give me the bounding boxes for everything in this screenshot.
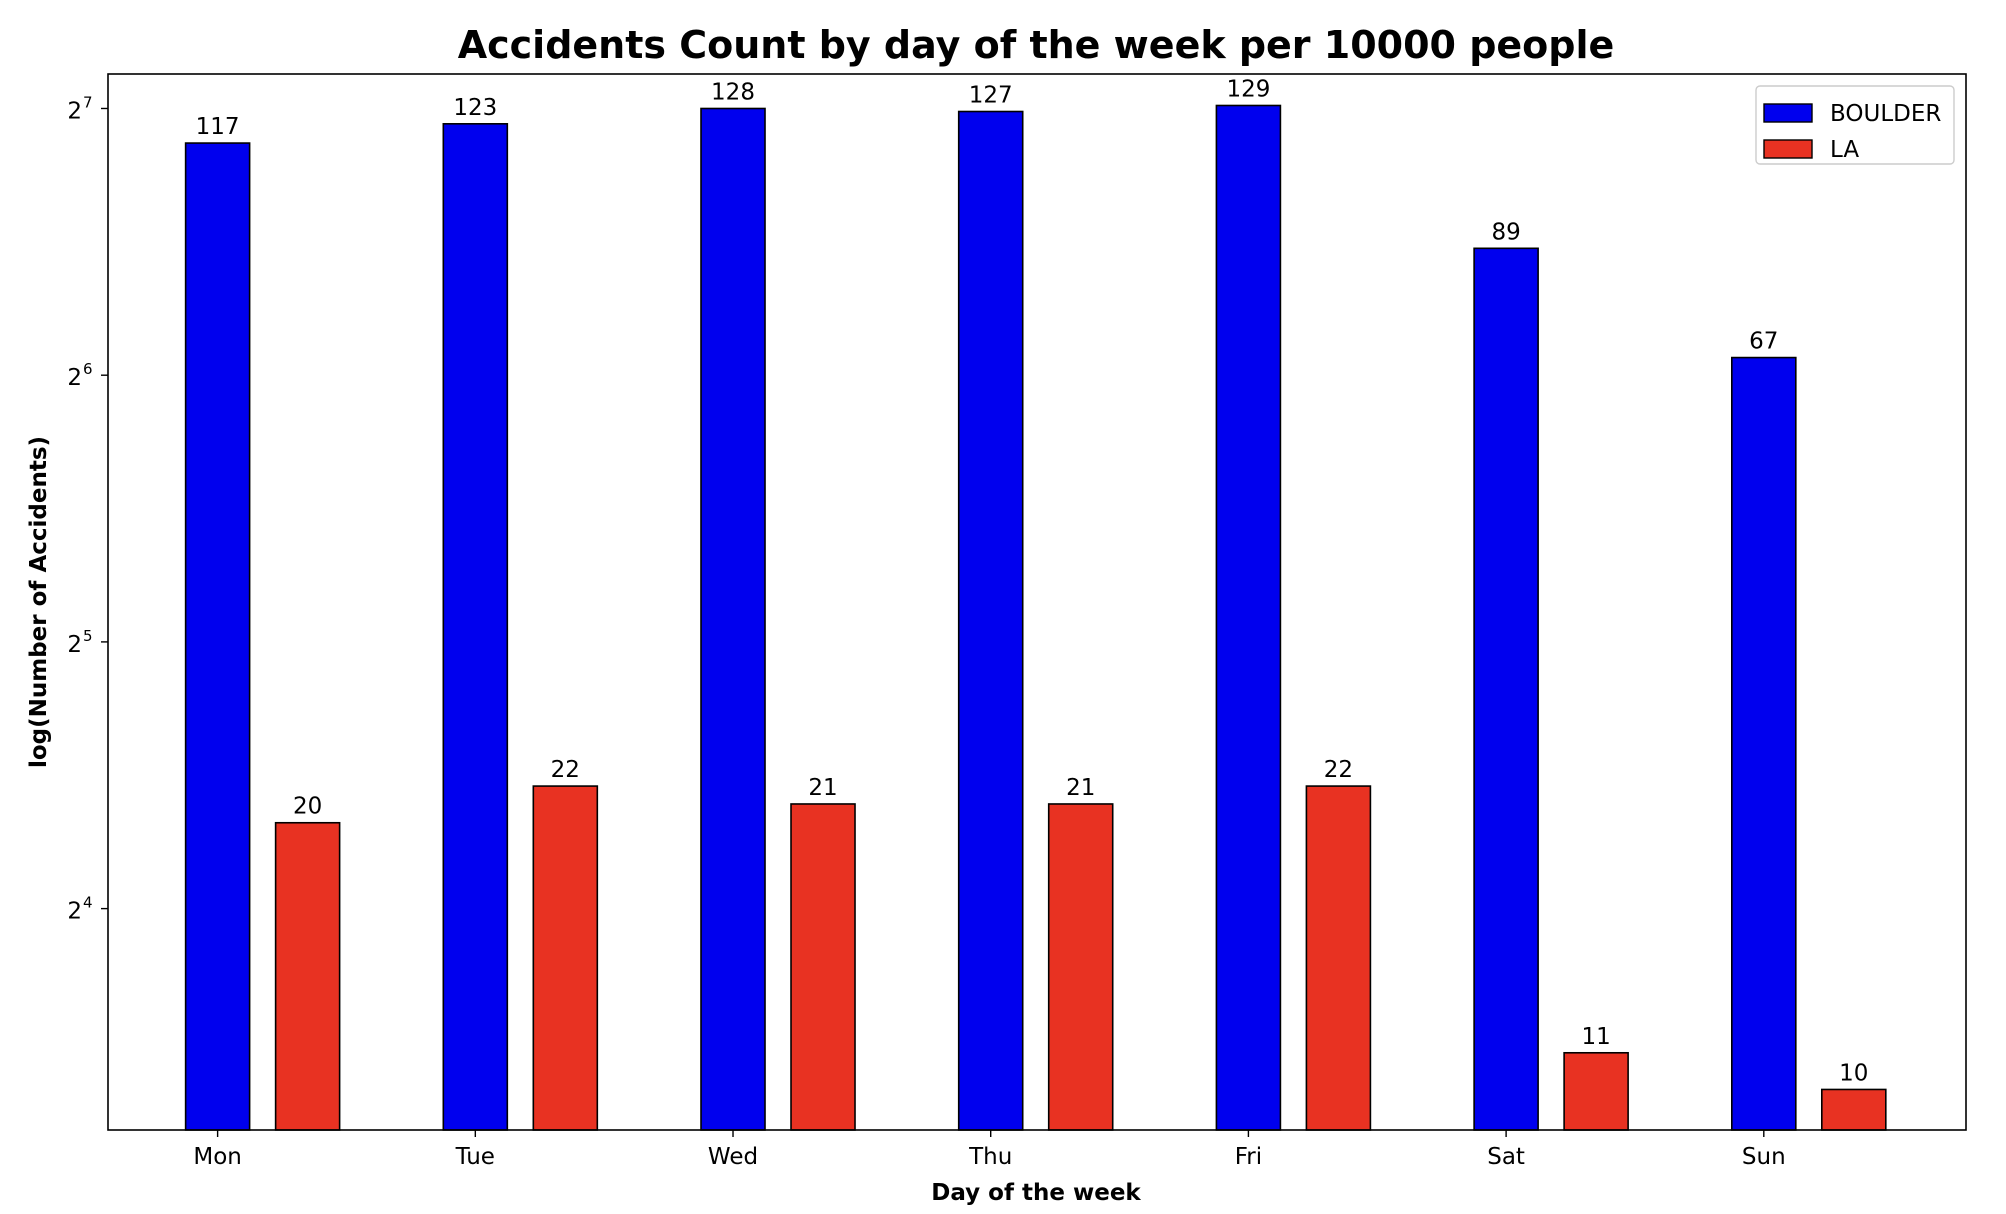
data-label-la-thu: 21	[1066, 775, 1095, 801]
bar-boulder-tue	[442, 123, 509, 1131]
x-tick-label-wed: Wed	[708, 1144, 758, 1170]
data-label-la-wed: 21	[808, 775, 837, 801]
bar-la-sun	[1821, 1088, 1887, 1131]
x-tick-label-mon: Mon	[193, 1144, 242, 1170]
plot-frame	[107, 73, 1967, 1131]
legend-swatch-boulder	[1763, 103, 1813, 123]
x-tick-label-tue: Tue	[455, 1144, 495, 1170]
legend-label-la: LA	[1830, 137, 1859, 163]
y-axis-label: log(Number of Accidents)	[26, 436, 52, 768]
data-label-boulder-fri: 129	[1226, 76, 1270, 102]
bar-boulder-wed	[700, 107, 766, 1131]
bar-boulder-thu	[957, 110, 1024, 1131]
legend-label-boulder: BOULDER	[1830, 101, 1941, 127]
legend: BOULDER LA	[1755, 85, 1955, 165]
data-label-boulder-sat: 89	[1491, 219, 1520, 245]
y-tick-label-exponent: 7	[83, 93, 93, 111]
bar-la-fri	[1305, 785, 1372, 1131]
y-tick-label-base: 2	[67, 632, 82, 658]
bar-la-mon	[274, 821, 341, 1131]
chart-title: Accidents Count by day of the week per 1…	[458, 23, 1615, 67]
y-tick-label-base: 2	[67, 365, 82, 391]
data-label-la-mon: 20	[293, 794, 322, 820]
data-label-la-tue: 22	[551, 757, 580, 783]
data-label-boulder-tue: 123	[453, 95, 497, 121]
bar-la-tue	[532, 785, 599, 1131]
x-tick-label-sat: Sat	[1487, 1144, 1525, 1170]
data-label-boulder-mon: 117	[196, 114, 240, 140]
x-axis-ticks: Mon Tue Wed Thu Fri Sat Sun	[193, 1130, 1786, 1170]
x-tick-label-sun: Sun	[1742, 1144, 1786, 1170]
y-tick-label-base: 2	[67, 98, 82, 124]
y-tick-label-base: 2	[67, 899, 82, 925]
x-tick-label-thu: Thu	[968, 1144, 1012, 1170]
data-label-la-sun: 10	[1839, 1060, 1868, 1086]
data-label-la-fri: 22	[1324, 757, 1353, 783]
legend-swatch-la	[1763, 139, 1813, 159]
y-tick-label-exponent: 5	[83, 627, 93, 645]
data-label-boulder-wed: 128	[711, 79, 755, 105]
bar-boulder-fri	[1215, 104, 1282, 1131]
x-tick-label-fri: Fri	[1235, 1144, 1262, 1170]
bar-boulder-sun	[1731, 356, 1797, 1131]
x-axis-label: Day of the week	[931, 1180, 1141, 1206]
y-axis-ticks: 2 42 52 62 7	[67, 93, 108, 925]
data-label-boulder-thu: 127	[969, 82, 1013, 108]
bar-la-sat	[1563, 1051, 1629, 1131]
y-tick-label-exponent: 6	[83, 360, 93, 378]
bar-boulder-sat	[1473, 247, 1539, 1131]
plot-area: 117 20 123 22 128 21 127 21 129 22 89 11 67 10	[184, 76, 1887, 1131]
data-label-boulder-sun: 67	[1749, 329, 1778, 355]
bar-la-wed	[790, 803, 856, 1131]
y-tick-label-exponent: 4	[83, 894, 93, 912]
bar-la-thu	[1047, 803, 1114, 1131]
data-label-la-sat: 11	[1581, 1024, 1610, 1050]
bar-boulder-mon	[184, 142, 251, 1131]
